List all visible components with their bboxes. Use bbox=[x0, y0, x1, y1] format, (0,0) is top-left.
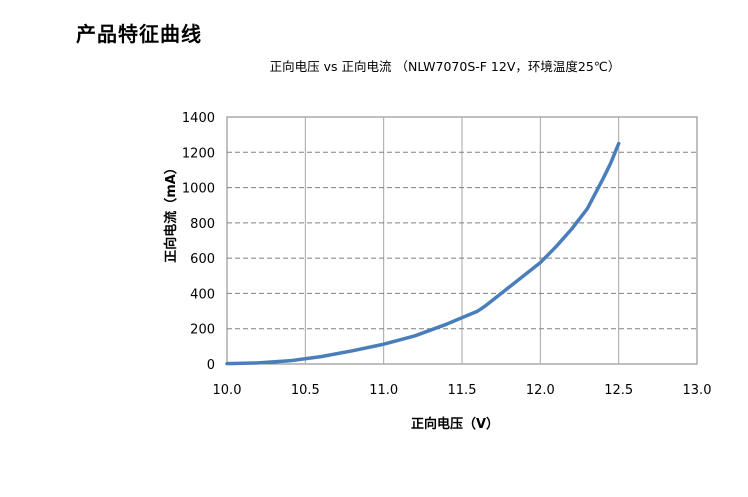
y-axis-tick-labels: 0 200 400 600 800 1000 1200 1400 bbox=[182, 111, 215, 373]
y-tick-label: 1200 bbox=[182, 146, 215, 161]
y-tick-label: 800 bbox=[190, 217, 215, 232]
x-tick-label: 11.0 bbox=[369, 383, 398, 398]
y-tick-label: 600 bbox=[190, 252, 215, 267]
x-tick-label: 12.5 bbox=[604, 383, 633, 398]
x-tick-label: 10.5 bbox=[291, 383, 320, 398]
x-tick-label: 11.5 bbox=[448, 383, 477, 398]
y-tick-label: 200 bbox=[190, 323, 215, 338]
y-tick-label: 1000 bbox=[182, 182, 215, 197]
y-tick-label: 1400 bbox=[182, 111, 215, 126]
y-tick-label: 400 bbox=[190, 287, 215, 302]
x-tick-label: 10.0 bbox=[213, 383, 242, 398]
x-axis-tick-labels: 10.0 10.5 11.0 11.5 12.0 12.5 13.0 bbox=[213, 383, 712, 398]
chart-title: 正向电压 vs 正向电流 （NLW7070S-F 12V，环境温度25℃） bbox=[270, 59, 621, 74]
horizontal-gridlines bbox=[227, 151, 697, 330]
series-line bbox=[225, 141, 621, 366]
x-tick-label: 12.0 bbox=[526, 383, 555, 398]
series-layer bbox=[225, 141, 621, 366]
page-title: 产品特征曲线 bbox=[76, 22, 202, 46]
y-axis-label: 正向电流（mA） bbox=[163, 161, 179, 263]
vertical-gridlines bbox=[304, 117, 620, 364]
x-axis-label: 正向电压（V） bbox=[411, 416, 499, 432]
x-tick-label: 13.0 bbox=[683, 383, 712, 398]
y-tick-label: 0 bbox=[207, 358, 215, 373]
